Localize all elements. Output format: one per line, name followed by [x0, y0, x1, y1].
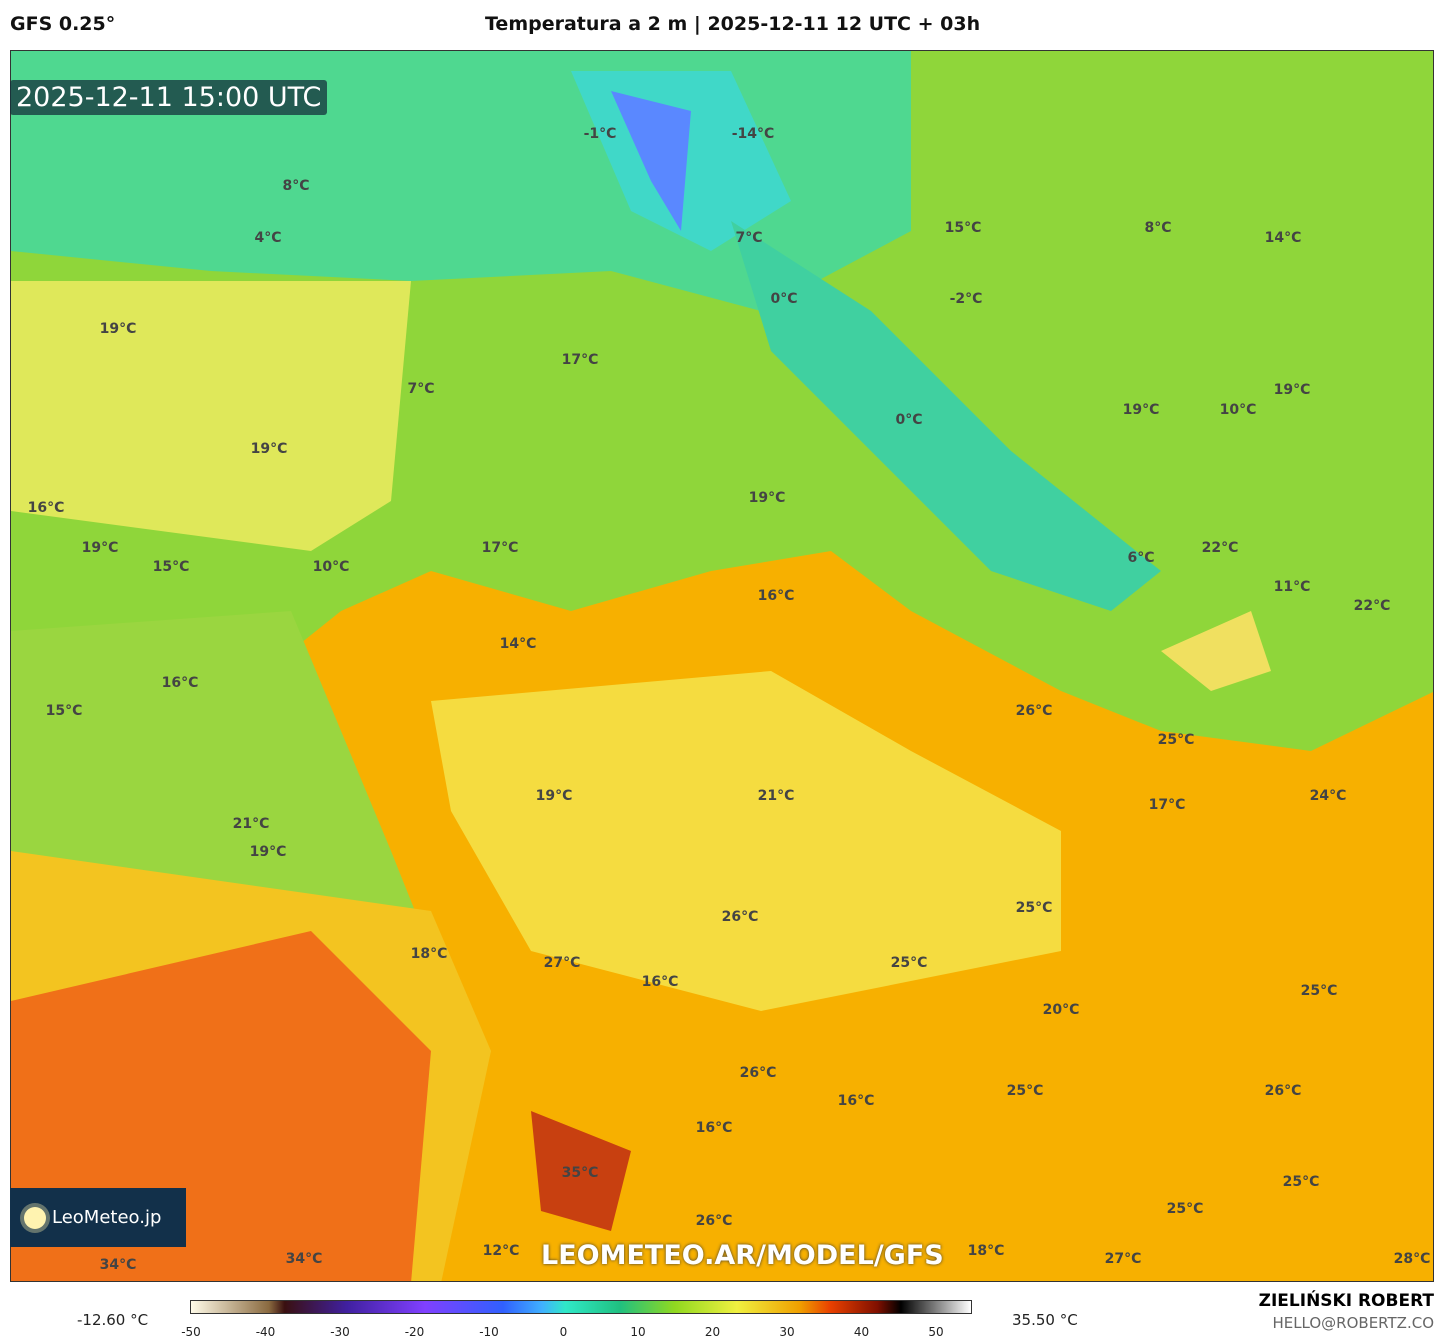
- temperature-label: 16°C: [641, 974, 679, 990]
- field-hotspot: [531, 1111, 631, 1231]
- temperature-label: 26°C: [1264, 1083, 1302, 1099]
- temperature-label: 21°C: [232, 816, 270, 832]
- temperature-label: 7°C: [407, 381, 435, 397]
- temperature-label: 25°C: [890, 955, 928, 971]
- temperature-label: 26°C: [721, 909, 759, 925]
- temperature-label: 19°C: [535, 788, 573, 804]
- temperature-label: 8°C: [1144, 220, 1172, 236]
- temperature-label: 34°C: [99, 1257, 137, 1273]
- temperature-label: 25°C: [1300, 983, 1338, 999]
- temperature-label: 11°C: [1273, 579, 1311, 595]
- temperature-label: 12°C: [482, 1243, 520, 1259]
- temperature-label: 25°C: [1006, 1083, 1044, 1099]
- temperature-label: 27°C: [1104, 1251, 1142, 1267]
- colorbar-min: -12.60 °C: [77, 1311, 149, 1329]
- temperature-label: 24°C: [1309, 788, 1347, 804]
- temperature-label: 16°C: [757, 588, 795, 604]
- author-name: ZIELIŃSKI ROBERT: [1258, 1291, 1434, 1311]
- map-title: Temperatura a 2 m | 2025-12-11 12 UTC + …: [485, 13, 981, 35]
- colorbar-tick: 20: [704, 1325, 721, 1338]
- leometeo-logo[interactable]: LeoMeteo.jp: [10, 1188, 186, 1247]
- field-zagros: [731, 221, 1161, 611]
- colorbar-tick: -50: [181, 1325, 201, 1338]
- temperature-label: 19°C: [81, 540, 119, 556]
- temperature-label: 22°C: [1201, 540, 1239, 556]
- temperature-label: 25°C: [1157, 732, 1195, 748]
- author-email: HELLO@ROBERTZ.CO: [1272, 1314, 1434, 1332]
- model-name: GFS 0.25°: [10, 13, 116, 35]
- temperature-label: -1°C: [583, 126, 617, 142]
- temperature-label: 16°C: [837, 1093, 875, 1109]
- field-iran-south: [1161, 611, 1271, 691]
- temperature-label: 18°C: [967, 1243, 1005, 1259]
- temperature-label: 22°C: [1353, 598, 1391, 614]
- temperature-label: 16°C: [161, 675, 199, 691]
- colorbar-max: 35.50 °C: [1012, 1311, 1078, 1329]
- temperature-label: -14°C: [731, 126, 775, 142]
- colorbar-tick: 40: [853, 1325, 870, 1338]
- temperature-label: 17°C: [561, 352, 599, 368]
- colorbar-tick: 0: [559, 1325, 568, 1338]
- temperature-label: 15°C: [944, 220, 982, 236]
- watermark-url: LEOMETEO.AR/MODEL/GFS: [541, 1240, 944, 1271]
- temperature-label: 4°C: [254, 230, 282, 246]
- temperature-label: 7°C: [735, 230, 763, 246]
- temperature-label: -2°C: [949, 291, 983, 307]
- field-cold-core: [611, 91, 691, 231]
- temperature-field: [11, 51, 1433, 1281]
- colorbar-tick: -30: [330, 1325, 350, 1338]
- temperature-label: 27°C: [543, 955, 581, 971]
- temperature-label: 21°C: [757, 788, 795, 804]
- colorbar: [190, 1300, 972, 1314]
- temperature-label: 10°C: [312, 559, 350, 575]
- colorbar-tick: 50: [928, 1325, 944, 1338]
- temperature-label: 14°C: [499, 636, 537, 652]
- temperature-label: 15°C: [152, 559, 190, 575]
- temperature-label: 14°C: [1264, 230, 1302, 246]
- temperature-label: 25°C: [1015, 900, 1053, 916]
- temperature-label: 26°C: [695, 1213, 733, 1229]
- colorbar-tick: 10: [630, 1325, 646, 1338]
- temperature-label: 0°C: [770, 291, 798, 307]
- temperature-label: 15°C: [45, 703, 83, 719]
- temperature-label: 19°C: [1273, 382, 1311, 398]
- sun-icon: [24, 1206, 46, 1229]
- temperature-label: 19°C: [250, 441, 288, 457]
- temperature-label: 19°C: [249, 844, 287, 860]
- temperature-label: 19°C: [748, 490, 786, 506]
- colorbar-tick: -40: [255, 1325, 276, 1338]
- temperature-label: 10°C: [1219, 402, 1257, 418]
- field-mediterranean: [11, 281, 411, 551]
- temperature-label: 16°C: [27, 500, 65, 516]
- temperature-label: 19°C: [99, 321, 137, 337]
- temperature-label: 20°C: [1042, 1002, 1080, 1018]
- field-arabia-plateau: [431, 671, 1061, 1011]
- temperature-label: 25°C: [1166, 1201, 1204, 1217]
- colorbar-tick: 30: [779, 1325, 795, 1338]
- temperature-label: 0°C: [895, 412, 923, 428]
- temperature-label: 19°C: [1122, 402, 1160, 418]
- temperature-label: 28°C: [1393, 1251, 1431, 1267]
- valid-time-badge: 2025-12-11 15:00 UTC: [10, 80, 328, 115]
- temperature-label: 6°C: [1127, 550, 1155, 566]
- temperature-label: 26°C: [1015, 703, 1053, 719]
- temperature-label: 8°C: [282, 178, 310, 194]
- temperature-label: 18°C: [410, 946, 448, 962]
- temperature-label: 26°C: [739, 1065, 777, 1081]
- temperature-label: 17°C: [1148, 797, 1186, 813]
- logo-text: LeoMeteo.jp: [52, 1207, 162, 1228]
- colorbar-tick: -20: [404, 1325, 425, 1338]
- colorbar-tick: -10: [479, 1325, 499, 1338]
- temperature-label: 35°C: [561, 1165, 599, 1181]
- temperature-label: 17°C: [481, 540, 519, 556]
- temperature-label: 25°C: [1282, 1174, 1320, 1190]
- temperature-label: 16°C: [695, 1120, 733, 1136]
- temperature-label: 34°C: [285, 1251, 323, 1267]
- temperature-map[interactable]: -1°C -14°C 8°C 4°C 7°C 15°C 8°C 14°C 0°C -2°C 19°C…: [10, 50, 1434, 1282]
